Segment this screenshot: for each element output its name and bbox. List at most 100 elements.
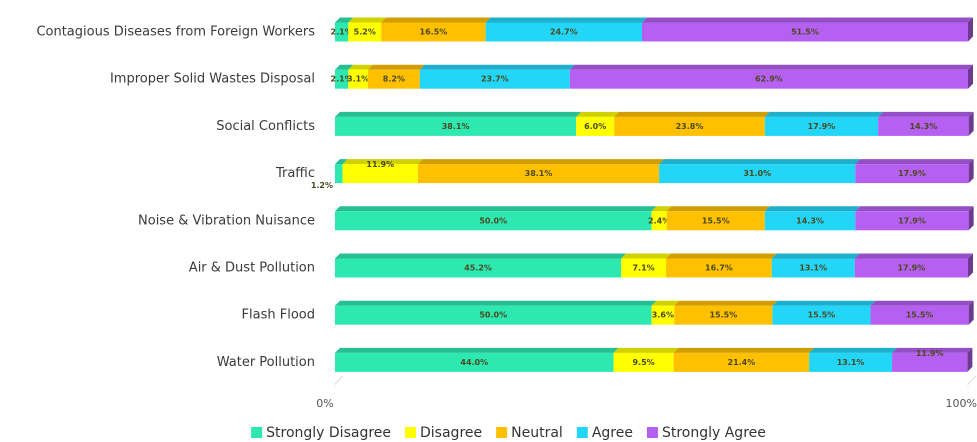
bar-segment [855, 159, 974, 184]
bar-top [335, 253, 627, 259]
bar-segment [666, 253, 777, 278]
bar-face [335, 258, 622, 278]
value-label: 5.2% [354, 28, 376, 37]
bar-segment [809, 347, 898, 372]
value-label: 15.5% [808, 311, 836, 320]
bar-top [335, 300, 657, 306]
bar-segment [674, 300, 778, 325]
bar-segment [614, 111, 770, 136]
bar-segment [771, 253, 860, 278]
legend-label: Agree [592, 425, 633, 441]
value-label: 50.0% [479, 216, 507, 225]
value-label: 16.5% [420, 28, 448, 37]
value-label: 51.5% [791, 28, 819, 37]
bar-top [659, 159, 861, 165]
bar-face [335, 211, 652, 231]
value-label: 23.7% [481, 75, 509, 84]
legend-swatch [251, 427, 263, 438]
bar-side [968, 300, 974, 325]
bar-segment [348, 64, 373, 89]
value-label: 38.1% [525, 169, 553, 178]
x-tick-label: 100% [946, 397, 977, 410]
bar-face [419, 69, 570, 89]
bar-top [335, 64, 354, 70]
value-label: 17.9% [897, 264, 925, 273]
bar-top [651, 300, 680, 306]
bar-segment [651, 300, 680, 325]
bar-segment [666, 206, 770, 231]
bar-segment [659, 159, 861, 184]
legend-swatch [646, 427, 658, 438]
bar-face [621, 258, 667, 278]
value-label: 11.9% [366, 160, 394, 169]
bar-segment [642, 17, 973, 42]
bar-segment [335, 300, 657, 325]
bar-segment [381, 17, 491, 42]
bar-face [335, 352, 614, 372]
bar-segment [576, 111, 620, 136]
bar-top [878, 111, 974, 117]
value-label: 15.5% [709, 311, 737, 320]
category-label: Traffic [275, 166, 315, 181]
bar-segment [335, 347, 619, 372]
bar-face [659, 164, 856, 184]
bar-top [854, 253, 973, 259]
bar-segment [892, 347, 973, 372]
bar-face [809, 352, 893, 372]
bar-top [335, 347, 619, 353]
value-label: 17.9% [898, 216, 926, 225]
bar-top [335, 159, 348, 165]
legend-swatch [405, 427, 417, 438]
value-label: 3.6% [652, 311, 674, 320]
value-label: 44.0% [460, 358, 488, 367]
bar-face [381, 22, 486, 42]
bar-top [674, 300, 778, 306]
bar-top [870, 300, 974, 306]
bar-top [673, 347, 815, 353]
value-label: 45.2% [464, 264, 492, 273]
bar-segment [764, 206, 861, 231]
value-label: 23.8% [676, 122, 704, 131]
bar-face [335, 116, 577, 136]
category-label: Noise & Vibration Nuisance [138, 213, 315, 228]
bar-face [855, 211, 969, 231]
bar-top [892, 347, 973, 353]
category-label: Air & Dust Pollution [189, 261, 315, 276]
bar-top [342, 159, 423, 165]
bar-face [569, 69, 968, 89]
value-label: 13.1% [799, 264, 827, 273]
bar-top [348, 64, 373, 70]
value-label: 16.7% [705, 264, 733, 273]
value-label: 8.2% [383, 75, 405, 84]
bar-segment [335, 159, 348, 184]
value-label: 3.1% [347, 75, 369, 84]
bar-top [772, 300, 876, 306]
bar-face [772, 305, 871, 325]
legend: Strongly Disagree Disagree Neutral Agree Str… [251, 425, 766, 441]
value-label: 14.3% [909, 122, 937, 131]
bar-top [613, 347, 679, 353]
value-label: 50.0% [479, 311, 507, 320]
bar-segment [335, 253, 627, 278]
bar-top [809, 347, 898, 353]
bar-face [335, 305, 652, 325]
bar-side [968, 111, 974, 136]
value-label: 15.5% [906, 311, 934, 320]
bar-top [764, 206, 861, 212]
legend-label: Disagree [420, 425, 482, 441]
value-label: 2.1% [331, 28, 353, 37]
bar-segment [673, 347, 815, 372]
bar-face [764, 211, 856, 231]
bar-face [348, 69, 368, 89]
value-label: 6.0% [584, 122, 606, 131]
bar-top [621, 253, 672, 259]
bar-top [335, 111, 582, 117]
bar-side [968, 253, 973, 278]
legend-swatch [576, 427, 588, 438]
value-label: 17.9% [898, 169, 926, 178]
category-label: Water Pollution [217, 355, 315, 370]
bar-segment [870, 300, 974, 325]
bar-segment [335, 206, 657, 231]
value-label: 7.1% [632, 264, 654, 273]
